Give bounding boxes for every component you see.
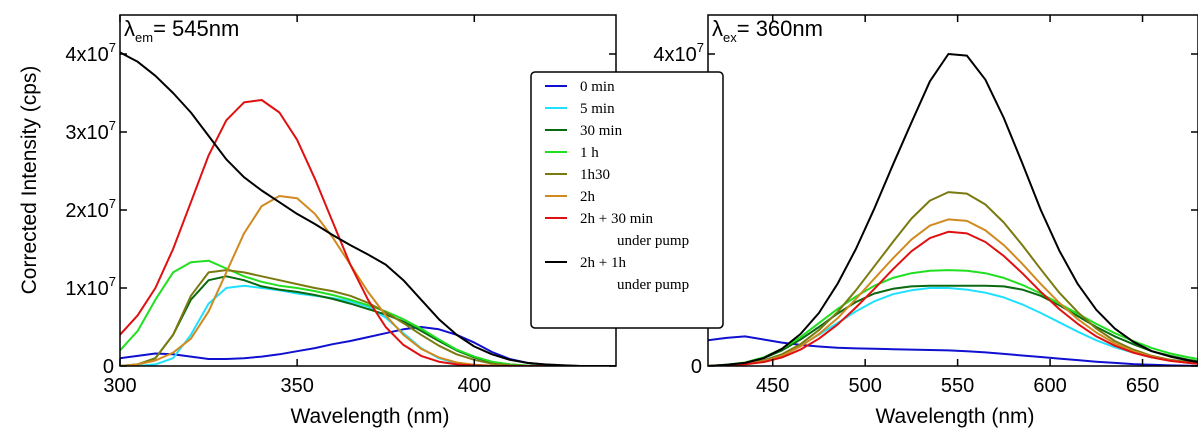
- legend-label: 1 h: [580, 145, 599, 161]
- x-tick-label: 450: [756, 375, 789, 397]
- emission-plot-area: 450 500 550 600 650 0 4x107 λex= 360nm: [653, 14, 1198, 397]
- y-axis-title: Corrected Intensity (cps): [18, 66, 41, 295]
- series-line-emission-4: [708, 269, 1198, 366]
- x-tick-label: 600: [1033, 375, 1066, 397]
- y-tick-label: 0: [691, 356, 702, 378]
- x-axis-title-left: Wavelength (nm): [290, 405, 449, 428]
- legend-label: 2h: [580, 189, 596, 205]
- y-tick-label: 1x107: [65, 274, 116, 300]
- y-tick-label: 2x107: [65, 196, 116, 222]
- panel-title: λem= 545nm: [124, 16, 239, 45]
- y-tick-label: 4x107: [65, 40, 116, 66]
- series-line-emission-8: [708, 53, 1198, 366]
- x-tick-label: 650: [1126, 375, 1159, 397]
- series-line-excitation-8: [120, 51, 616, 366]
- panel-title: λex= 360nm: [712, 16, 823, 45]
- y-tick-label: 4x107: [653, 40, 704, 66]
- y-tick-label: 3x107: [65, 118, 116, 144]
- legend-label: 1h30: [580, 167, 610, 183]
- emission-spectrum-panel: Wavelength (nm) 450 500 550 600 650 0 4x107 λex…: [653, 14, 1198, 428]
- series-line-excitation-7: [120, 99, 616, 366]
- legend-label: 0 min: [580, 79, 615, 95]
- series-line-emission-7: [708, 230, 1198, 366]
- x-tick-label: 500: [848, 375, 881, 397]
- series-line-excitation-6: [120, 195, 616, 366]
- legend-label: 5 min: [580, 101, 615, 117]
- plot-frame: [707, 14, 1198, 367]
- excitation-plot-area: 300 350 400 0 1x107 2x107 3x107 4x107 λem= 545nm: [65, 14, 617, 397]
- x-axis-title-right: Wavelength (nm): [875, 405, 1034, 428]
- series-lines: [708, 53, 1198, 366]
- series-line-emission-6: [708, 218, 1198, 366]
- excitation-spectrum-panel: Corrected Intensity (cps) Wavelength (nm…: [18, 14, 617, 428]
- x-tick-label: 300: [103, 375, 136, 397]
- series-line-excitation-2: [120, 284, 616, 366]
- y-tick-label: 0: [103, 356, 114, 378]
- legend-label-continued: under pump: [617, 233, 689, 249]
- legend-label: 2h + 30 min: [580, 211, 654, 227]
- series-lines: [120, 51, 616, 366]
- series-line-emission-5: [708, 191, 1198, 366]
- legend-label-continued: under pump: [617, 277, 689, 293]
- x-tick-label: 550: [941, 375, 974, 397]
- legend-label: 2h + 1h: [580, 255, 626, 271]
- series-line-excitation-5: [120, 269, 616, 366]
- legend-label: 30 min: [580, 123, 623, 139]
- series-line-emission-3: [708, 284, 1198, 366]
- x-tick-label: 400: [458, 375, 491, 397]
- chart-legend: 0 min 5 min 30 min 1 h 1h30 2h 2h + 30 min unde…: [530, 71, 724, 329]
- x-tick-label: 350: [280, 375, 313, 397]
- legend-box: [530, 71, 724, 329]
